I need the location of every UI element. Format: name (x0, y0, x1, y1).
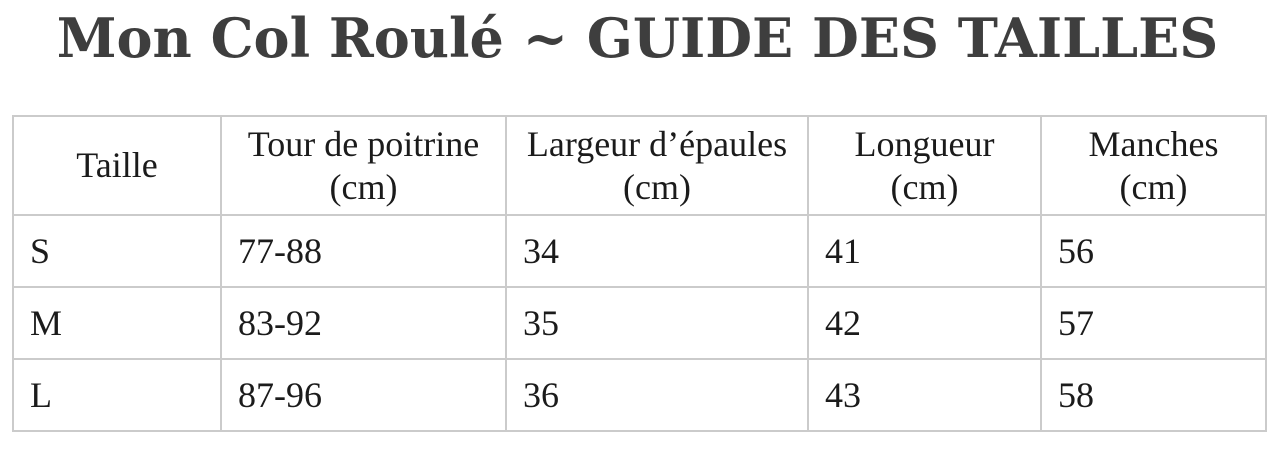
cell-epaules: 36 (505, 358, 809, 432)
cell-poitrine: 83-92 (220, 286, 507, 360)
column-unit: (cm) (329, 166, 398, 207)
table-header-row: Taille Tour de poitrine (cm) Largeur d’ép… (12, 115, 1267, 216)
page-title: Mon Col Roulé ~ GUIDE DES TAILLES (56, 6, 1219, 70)
cell-manches: 56 (1040, 214, 1267, 288)
column-label: Manches (1088, 124, 1219, 165)
table-row-m: M 83-92 35 42 57 (12, 286, 1267, 360)
column-label: Largeur d’épaules (526, 124, 788, 165)
cell-poitrine: 87-96 (220, 358, 507, 432)
cell-taille: S (12, 214, 222, 288)
column-header-manches: Manches (cm) (1040, 115, 1267, 216)
cell-longueur: 42 (807, 286, 1042, 360)
cell-longueur: 43 (807, 358, 1042, 432)
cell-epaules: 34 (505, 214, 809, 288)
table-row-l: L 87-96 36 43 58 (12, 358, 1267, 432)
cell-taille: L (12, 358, 222, 432)
column-header-tour-de-poitrine: Tour de poitrine (cm) (220, 115, 507, 216)
column-unit: (cm) (623, 166, 691, 207)
cell-epaules: 35 (505, 286, 809, 360)
cell-taille: M (12, 286, 222, 360)
column-label: Taille (76, 145, 158, 186)
column-label: Tour de poitrine (247, 124, 480, 165)
cell-manches: 58 (1040, 358, 1267, 432)
size-guide-table: Taille Tour de poitrine (cm) Largeur d’ép… (12, 115, 1267, 432)
cell-manches: 57 (1040, 286, 1267, 360)
cell-poitrine: 77-88 (220, 214, 507, 288)
column-unit: (cm) (890, 166, 959, 207)
column-header-taille: Taille (12, 115, 222, 216)
cell-longueur: 41 (807, 214, 1042, 288)
column-header-largeur-epaules: Largeur d’épaules (cm) (505, 115, 809, 216)
column-unit: (cm) (1119, 166, 1188, 207)
column-label: Longueur (854, 124, 995, 165)
table-row-s: S 77-88 34 41 56 (12, 214, 1267, 288)
column-header-longueur: Longueur (cm) (807, 115, 1042, 216)
